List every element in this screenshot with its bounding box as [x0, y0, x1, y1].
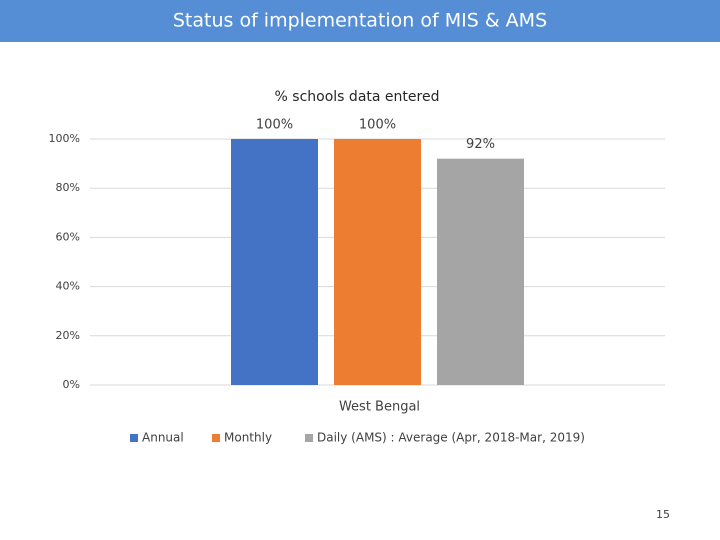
slide-title: Status of implementation of MIS & AMS — [173, 10, 547, 32]
bar — [437, 158, 524, 385]
y-tick-label: 80% — [56, 181, 80, 194]
legend-label: Annual — [142, 431, 184, 445]
legend-swatch — [212, 434, 220, 442]
header-bar — [0, 0, 720, 42]
value-label: 100% — [359, 118, 396, 133]
y-tick-label: 60% — [56, 230, 80, 243]
legend-label: Monthly — [224, 431, 272, 445]
legend-label: Daily (AMS) : Average (Apr, 2018-Mar, 20… — [317, 431, 585, 445]
bar — [231, 139, 318, 385]
x-tick-label: West Bengal — [339, 400, 420, 415]
legend-swatch — [130, 434, 138, 442]
y-tick-label: 40% — [56, 280, 80, 293]
chart-title: % schools data entered — [275, 89, 440, 105]
bar — [334, 139, 421, 385]
page-number: 15 — [656, 508, 670, 521]
y-tick-label: 0% — [63, 378, 80, 391]
y-tick-label: 20% — [56, 329, 80, 342]
value-label: 100% — [256, 118, 293, 133]
legend-swatch — [305, 434, 313, 442]
value-label: 92% — [466, 137, 495, 152]
y-tick-label: 100% — [49, 132, 80, 145]
